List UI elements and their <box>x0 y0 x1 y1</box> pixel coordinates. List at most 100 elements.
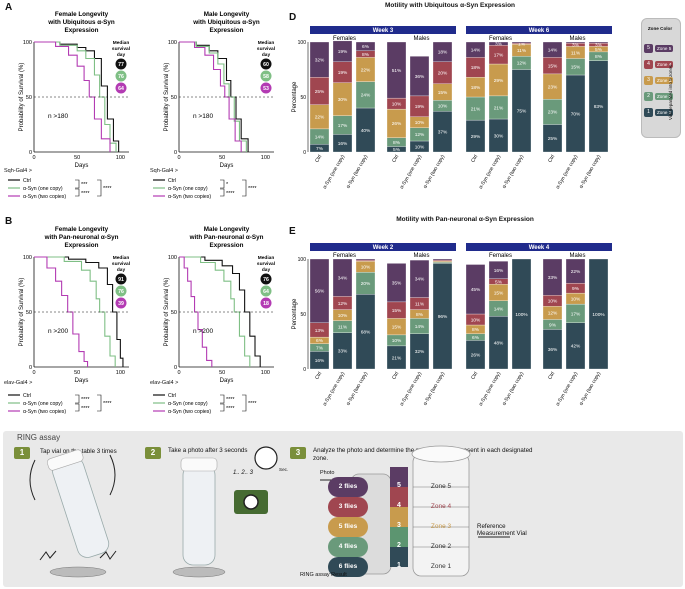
bar-label: 8% <box>416 312 424 318</box>
svg-text:survival: survival <box>257 46 275 52</box>
legend-label: α-Syn (one copy) <box>23 186 63 192</box>
bar-label: 25% <box>548 136 558 142</box>
zone-color-label: Zone Color <box>647 26 673 31</box>
n-label: n >180 <box>193 113 213 120</box>
condition-label: α-Syn (two copy) <box>501 154 525 190</box>
bar-label: 6% <box>316 338 324 344</box>
bar-segment <box>465 41 486 58</box>
motility-d-title: Motility with Ubiquitous α-Syn Expressio… <box>384 2 516 9</box>
median-circle <box>115 70 127 82</box>
x-label: Days <box>75 378 89 384</box>
bar-segment <box>542 41 563 58</box>
bar-label: 19% <box>338 49 348 55</box>
y-tick: 50 <box>26 95 32 101</box>
svg-text:Expression: Expression <box>65 242 99 249</box>
genotype-a: Sqh-Gal4 > <box>4 168 32 174</box>
survival-curve-two <box>179 41 242 152</box>
condition-label: α-Syn (one copy) <box>478 371 502 407</box>
condition-label: α-Syn (one copy) <box>322 371 346 407</box>
svg-text:with Pan-neuronal α-Syn: with Pan-neuronal α-Syn <box>189 234 264 241</box>
sig-label: **** <box>226 191 235 197</box>
zone-number: 5 <box>397 482 401 489</box>
bar-segment <box>511 41 532 44</box>
week-label: Week 2 <box>373 245 394 251</box>
sig-label: **** <box>103 401 112 407</box>
week-label: Week 4 <box>529 245 550 251</box>
bar-label: 24% <box>361 93 371 99</box>
bar-label: 32% <box>415 349 425 355</box>
bar-label: 20% <box>438 71 448 77</box>
sig-label: **** <box>103 186 112 192</box>
median-circle <box>115 82 127 94</box>
condition-label: Ctrl <box>391 371 400 381</box>
survival-curve-ctrl <box>179 41 249 152</box>
zone-name: Zone 1 <box>655 109 674 116</box>
bar-label: 10% <box>415 144 425 150</box>
condition-label: α-Syn (two copy) <box>578 371 602 407</box>
bar-segment <box>386 263 407 303</box>
y-tick: 100 <box>168 255 177 261</box>
survival-title: Female Longevity <box>55 11 109 18</box>
bar-label: 26% <box>392 121 402 127</box>
motility-chart-d: Week 3 Females Males Week 6 Females Males 0 50 1… <box>292 26 612 190</box>
zone-name: Zone 5 <box>655 45 674 52</box>
svg-text:day: day <box>117 267 126 273</box>
sig-label: *** <box>81 182 88 188</box>
bar-label: 56% <box>315 289 325 295</box>
ring-result-label: RING assay Result <box>300 572 347 578</box>
bar-label: 23% <box>548 110 558 116</box>
bar-label: 10% <box>415 120 425 126</box>
svg-text:with Pan-neuronal α-Syn: with Pan-neuronal α-Syn <box>44 234 119 241</box>
x-tick: 100 <box>261 370 270 376</box>
bar-segment <box>432 262 453 264</box>
bar-segment <box>565 258 586 284</box>
x-label: Days <box>220 163 234 169</box>
bar-label: 5% <box>495 279 503 285</box>
condition-label: α-Syn (one copy) <box>555 371 579 407</box>
zone-swatch: 4 <box>644 60 653 69</box>
bar-segment <box>565 41 586 44</box>
condition-label: Ctrl <box>470 154 479 164</box>
bar-label: 3% <box>572 43 580 49</box>
legend-label: α-Syn (one copy) <box>168 401 208 407</box>
survival-curve-one <box>34 41 117 152</box>
bar-segment <box>409 56 430 97</box>
bar-segment <box>432 261 453 263</box>
bar-label: 15% <box>494 290 504 296</box>
condition-label: α-Syn (one copy) <box>399 154 423 190</box>
median-value: 58 <box>263 74 269 80</box>
bar-segment <box>332 40 353 62</box>
svg-text:day: day <box>117 52 126 58</box>
median-circle <box>260 58 272 70</box>
bar-label: 21% <box>471 106 481 112</box>
condition-label: α-Syn (one copy) <box>322 154 346 190</box>
bar-segment <box>488 261 509 279</box>
bar-label: 16% <box>494 268 504 274</box>
median-value: 64 <box>263 289 269 295</box>
zone-legend-item: 1 Zone 1 <box>644 106 678 119</box>
bar-label: 10% <box>548 299 558 305</box>
condition-label: α-Syn (two copy) <box>345 154 369 190</box>
bar-label: 42% <box>571 344 581 350</box>
x-tick: 0 <box>32 155 35 161</box>
y-tick: 0 <box>29 365 32 371</box>
zone-name: Zone 4 <box>655 61 674 68</box>
bar-label: 15% <box>392 308 402 314</box>
sex-label: Females <box>333 36 356 42</box>
bar-label: 16% <box>315 358 325 364</box>
y-tick: 50 <box>26 310 32 316</box>
bar-label: 3% <box>595 43 603 49</box>
survival-title: Female Longevity <box>55 226 109 233</box>
bar-label: 37% <box>438 129 448 135</box>
median-title: Median <box>113 255 130 261</box>
svg-text:Expression: Expression <box>210 242 244 249</box>
bar-label: 11% <box>517 48 527 54</box>
y-label: Probability of Survival (%) <box>164 278 170 347</box>
legend-label: Ctrl <box>168 178 176 184</box>
sig-label: **** <box>248 401 257 407</box>
zone-swatch: 2 <box>644 92 653 101</box>
bar-label: 14% <box>471 48 481 54</box>
bar-label: 5% <box>595 47 603 53</box>
bar-label: 21% <box>392 355 402 361</box>
